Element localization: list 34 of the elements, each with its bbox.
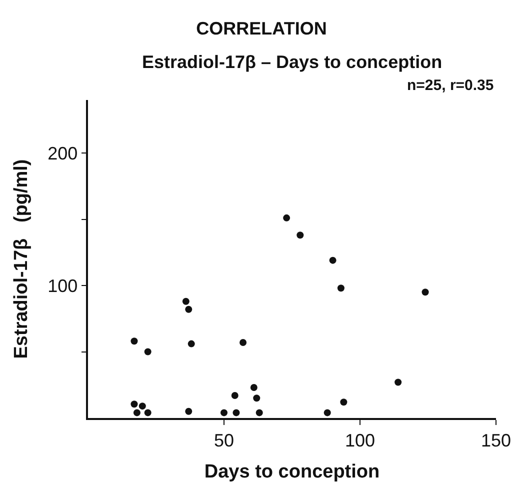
point	[130, 338, 138, 345]
chart-subtitle: Estradiol-17β – Days to conception	[142, 52, 442, 72]
point	[422, 288, 429, 296]
text: n=25, r=0.35	[407, 77, 494, 94]
point	[231, 392, 238, 399]
point	[220, 409, 228, 416]
point	[240, 338, 247, 346]
point	[188, 340, 195, 348]
point	[256, 409, 263, 416]
point	[324, 409, 331, 416]
point	[232, 409, 240, 416]
point	[185, 306, 192, 313]
point	[250, 384, 258, 392]
point	[340, 398, 348, 406]
point	[296, 232, 304, 239]
point	[182, 298, 190, 305]
x-tick-label: 50	[214, 430, 234, 450]
point	[253, 394, 260, 402]
point	[394, 378, 402, 386]
chart-title: CORRELATION	[196, 18, 327, 39]
y-tick-label: 200	[48, 143, 78, 164]
x-tick-label: 150	[480, 430, 512, 450]
point	[144, 409, 152, 416]
x-axis-title: Days to conception	[204, 462, 380, 483]
point	[144, 348, 152, 356]
point	[185, 408, 192, 415]
point	[337, 284, 344, 292]
point	[133, 409, 140, 416]
point	[329, 256, 336, 264]
y-axis-title: Estradiol-17β (pg/ml)	[10, 159, 32, 359]
point	[138, 402, 146, 410]
point	[283, 214, 290, 222]
point	[130, 400, 138, 408]
x-tick-label: 100	[344, 430, 376, 450]
